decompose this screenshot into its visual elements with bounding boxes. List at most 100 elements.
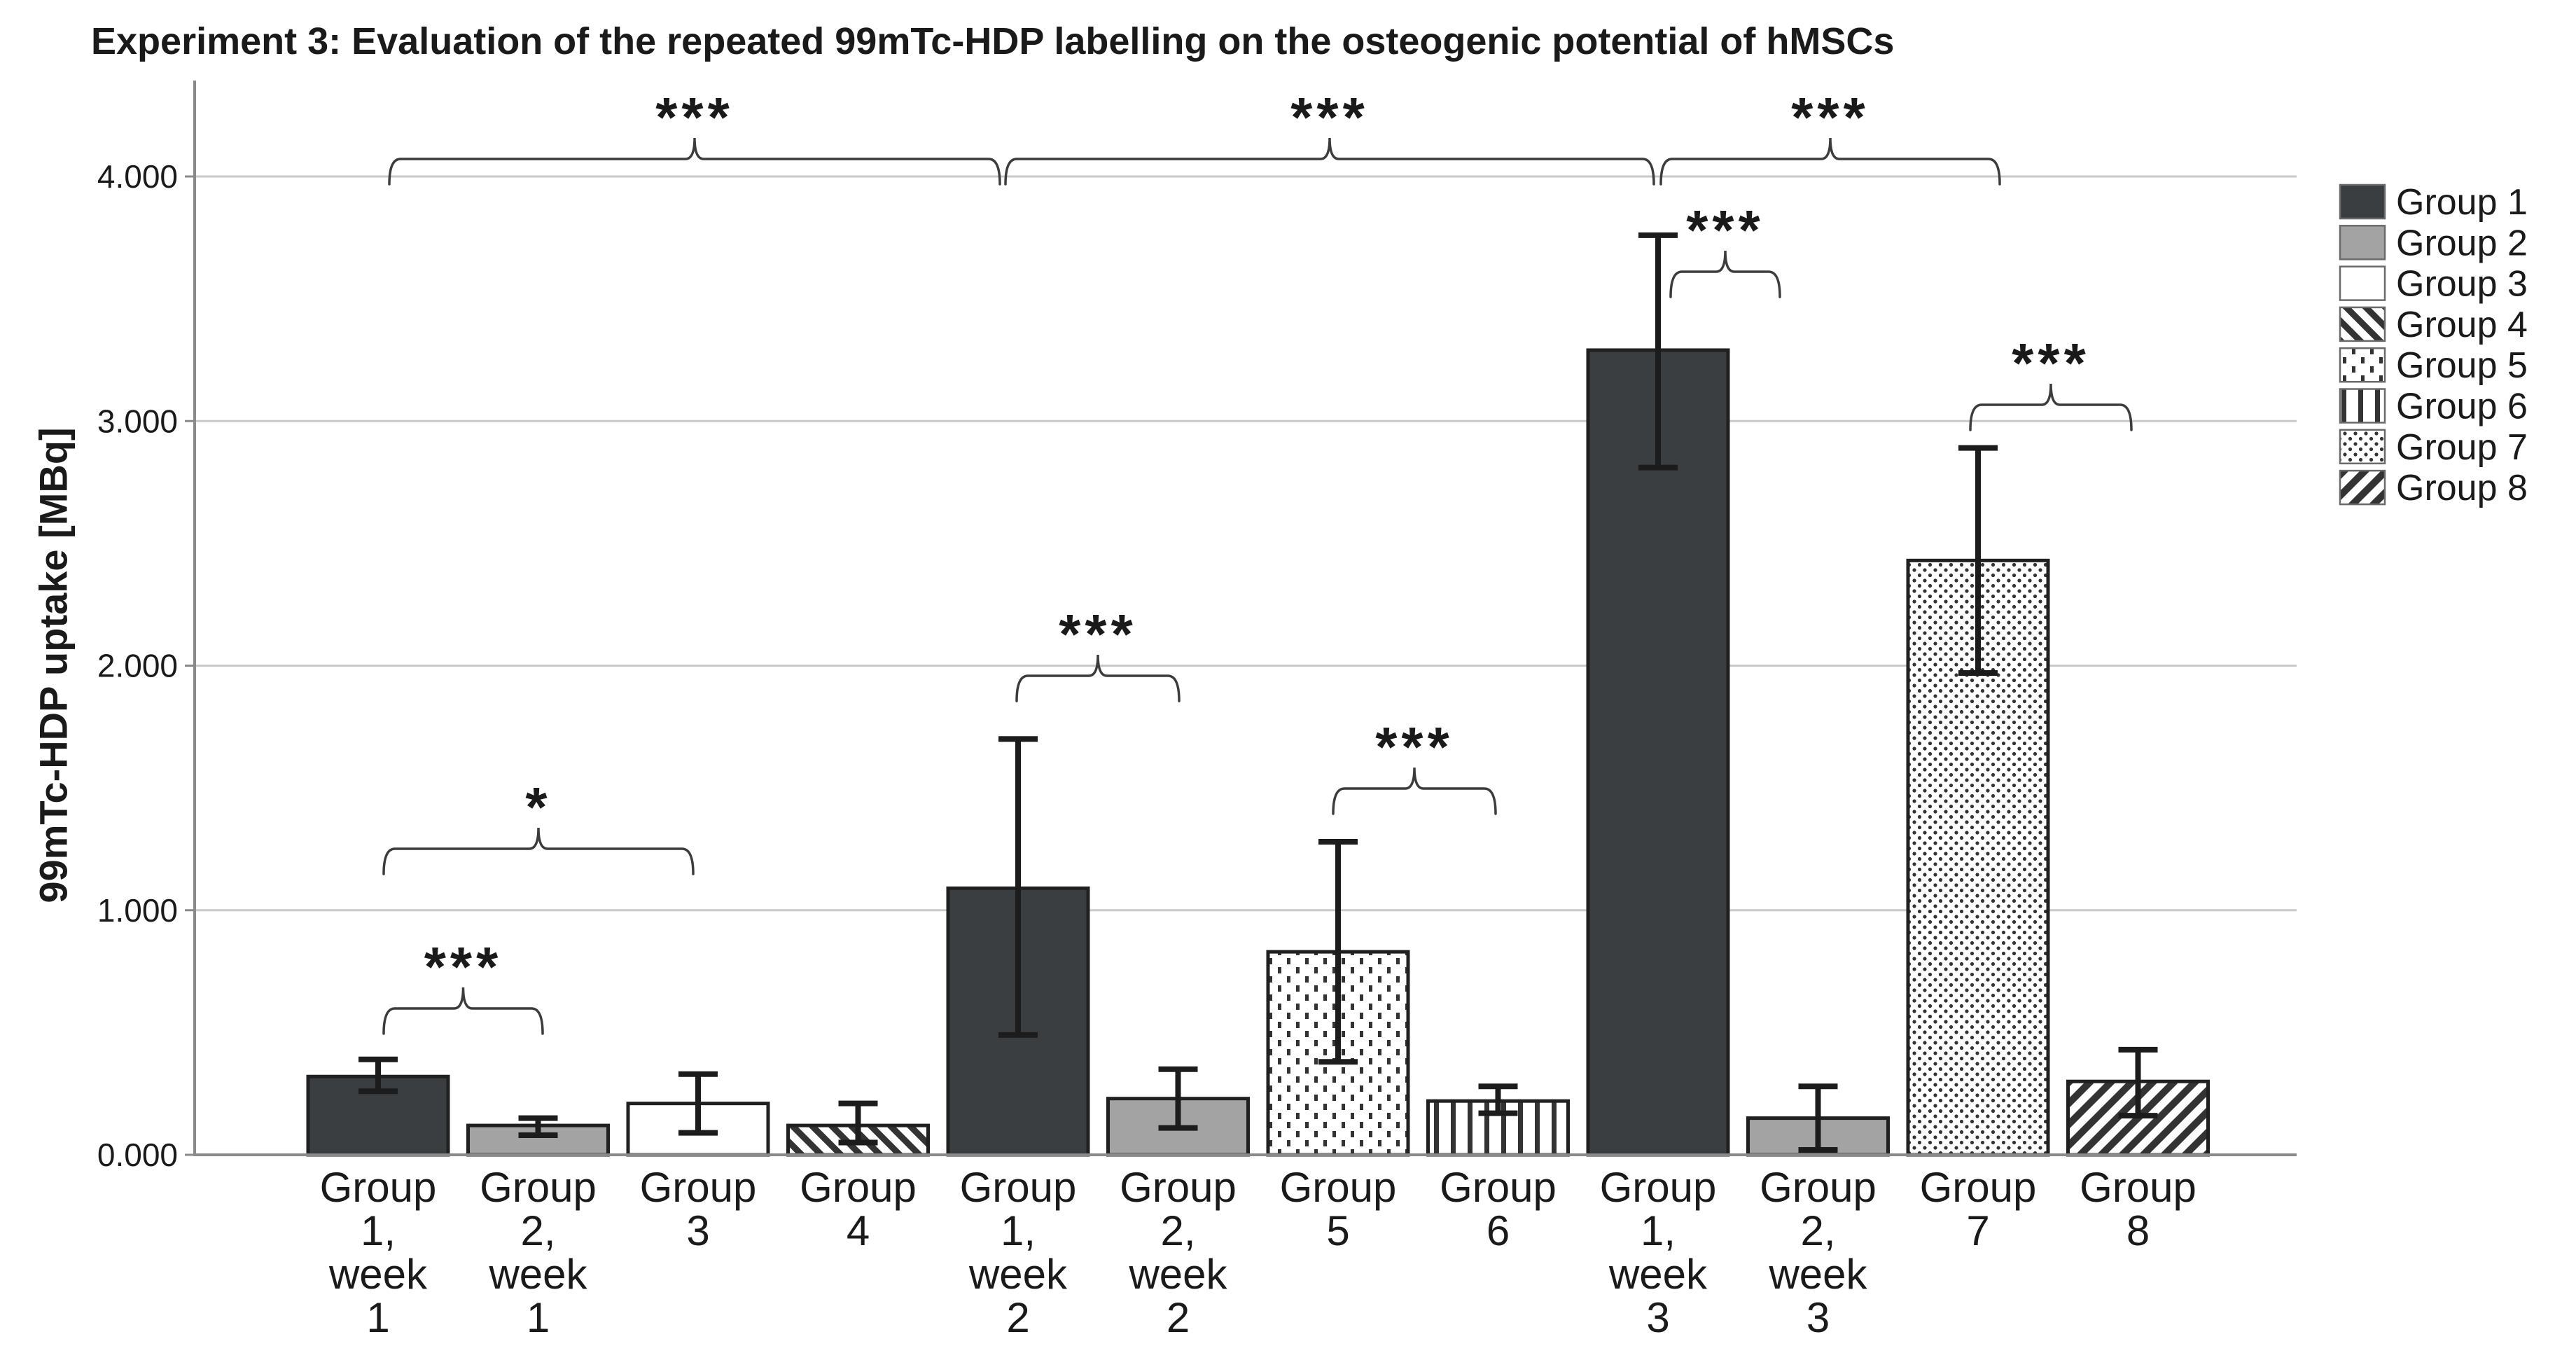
x-label-line: 7 bbox=[1966, 1207, 1989, 1254]
chart-title: Experiment 3: Evaluation of the repeated… bbox=[91, 20, 1895, 62]
x-label-group-3: Group 3 bbox=[640, 1164, 757, 1254]
x-label-line: Group bbox=[1760, 1164, 1877, 1211]
x-label-line: 1, bbox=[1641, 1207, 1676, 1254]
x-label-line: 2, bbox=[1800, 1207, 1835, 1254]
sig-stars: *** bbox=[1290, 86, 1368, 148]
error-bar-group-2-week-2 bbox=[1158, 1066, 1198, 1131]
bracket-path bbox=[1015, 654, 1181, 702]
sig-bracket-group-5--group-6: *** bbox=[1332, 716, 1497, 815]
x-label-line: Group bbox=[1280, 1164, 1397, 1211]
x-label-line: week bbox=[488, 1251, 587, 1298]
x-label-line: 1, bbox=[361, 1207, 396, 1254]
error-bar-group-2-week-3 bbox=[1798, 1083, 1838, 1153]
x-label-line: Group bbox=[1600, 1164, 1717, 1211]
legend-item-group-5: Group 5 bbox=[2339, 345, 2528, 386]
x-label-line: 4 bbox=[847, 1207, 870, 1254]
sig-stars: *** bbox=[1375, 716, 1453, 778]
x-label-group-6: Group 6 bbox=[1440, 1164, 1557, 1254]
y-tick-label-2: 2.000 bbox=[97, 648, 178, 684]
y-tick-label-3: 3.000 bbox=[97, 403, 178, 439]
legend-item-group-7: Group 7 bbox=[2339, 427, 2528, 468]
sig-stars: *** bbox=[655, 86, 733, 148]
legend-swatch-solid-white bbox=[2339, 265, 2386, 301]
y-tick-labels-layer: 0.000 1.000 2.000 3.000 4.000 bbox=[97, 158, 195, 1173]
x-label-group-2-week-2: Group 2, week 2 bbox=[1120, 1164, 1237, 1341]
error-bar-group-1-week-3 bbox=[1638, 232, 1678, 471]
sig-stars: *** bbox=[2012, 332, 2089, 394]
x-label-line: 1 bbox=[366, 1294, 389, 1341]
sig-bracket-group-1-week-2--group-1-week-3: *** bbox=[1004, 86, 1655, 186]
bracket-path bbox=[1332, 767, 1497, 815]
error-bar-group-2-week-1 bbox=[518, 1115, 558, 1139]
bars-layer bbox=[306, 348, 2210, 1157]
x-label-line: 2, bbox=[1160, 1207, 1195, 1254]
legend-swatch-diag-fwd bbox=[2339, 469, 2386, 506]
legend-label: Group 1 bbox=[2396, 182, 2528, 223]
bracket-path bbox=[1669, 250, 1781, 298]
x-label-line: Group bbox=[1920, 1164, 2037, 1211]
legend-label: Group 5 bbox=[2396, 345, 2528, 386]
x-label-group-1-week-1: Group 1, week 1 bbox=[320, 1164, 437, 1341]
bracket-path bbox=[382, 987, 544, 1035]
x-label-line: 3 bbox=[1646, 1294, 1669, 1341]
x-label-line: Group bbox=[800, 1164, 917, 1211]
legend-swatch-solid-dark bbox=[2339, 183, 2386, 220]
x-label-line: Group bbox=[320, 1164, 437, 1211]
x-label-group-4: Group 4 bbox=[800, 1164, 917, 1254]
sig-bracket-group-1-week-3--group-7: *** bbox=[1659, 86, 2001, 186]
sig-stars: *** bbox=[424, 936, 502, 998]
x-label-line: 3 bbox=[686, 1207, 709, 1254]
sig-stars: *** bbox=[1791, 86, 1869, 148]
legend-swatch-dots-dense bbox=[2339, 429, 2386, 465]
bar-group-1-week-3 bbox=[1586, 348, 1730, 1157]
x-label-group-7: Group 7 bbox=[1920, 1164, 2037, 1254]
significance-layer: *** *** ******************* bbox=[382, 86, 2133, 1035]
sig-stars: *** bbox=[1059, 603, 1136, 665]
error-bar-group-1-week-1 bbox=[358, 1056, 398, 1095]
x-label-line: Group bbox=[1440, 1164, 1557, 1211]
legend-swatch-dots-sparse bbox=[2339, 347, 2386, 383]
sig-bracket-group-7--group-8: *** bbox=[1969, 332, 2133, 431]
bracket-path bbox=[1659, 137, 2001, 186]
legend-swatch-solid-gray bbox=[2339, 225, 2386, 261]
x-label-line: 3 bbox=[1806, 1294, 1830, 1341]
x-label-line: week bbox=[1768, 1251, 1867, 1298]
legend-label: Group 8 bbox=[2396, 468, 2528, 508]
x-label-group-1-week-2: Group 1, week 2 bbox=[960, 1164, 1077, 1341]
x-label-line: Group bbox=[640, 1164, 757, 1211]
x-label-line: Group bbox=[2080, 1164, 2196, 1211]
error-bar-group-5 bbox=[1318, 838, 1358, 1065]
x-label-line: week bbox=[968, 1251, 1068, 1298]
bracket-path bbox=[388, 137, 1001, 186]
y-tick-label-1: 1.000 bbox=[97, 892, 178, 929]
x-label-group-8: Group 8 bbox=[2080, 1164, 2196, 1254]
legend-item-group-6: Group 6 bbox=[2339, 387, 2528, 427]
error-bars-layer bbox=[358, 232, 2158, 1153]
legend-label: Group 4 bbox=[2396, 305, 2528, 345]
x-label-line: 1 bbox=[527, 1294, 550, 1341]
sig-stars: * bbox=[525, 776, 551, 838]
legend-label: Group 3 bbox=[2396, 264, 2528, 305]
legend-swatch-diag-back bbox=[2339, 306, 2386, 342]
legend-item-group-2: Group 2 bbox=[2339, 223, 2528, 263]
axes-layer bbox=[193, 81, 2297, 1156]
sig-bracket-group-1-week-1--group-3: * bbox=[382, 776, 695, 875]
y-tick-label-0: 0.000 bbox=[97, 1137, 178, 1173]
bracket-path bbox=[1004, 137, 1655, 186]
legend-swatch-vstripes bbox=[2339, 388, 2386, 424]
bracket-path bbox=[1969, 383, 2133, 431]
x-label-line: Group bbox=[960, 1164, 1077, 1211]
x-label-line: 8 bbox=[2126, 1207, 2150, 1254]
x-label-group-5: Group 5 bbox=[1280, 1164, 1397, 1254]
x-label-group-1-week-3: Group 1, week 3 bbox=[1600, 1164, 1717, 1341]
x-label-line: 1, bbox=[1001, 1207, 1036, 1254]
x-label-line: 5 bbox=[1326, 1207, 1349, 1254]
sig-bracket-group-1-week-1--group-1-week-2: *** bbox=[388, 86, 1001, 186]
error-bar-group-8 bbox=[2118, 1046, 2158, 1119]
legend-item-group-4: Group 4 bbox=[2339, 305, 2528, 345]
x-label-line: 2, bbox=[520, 1207, 555, 1254]
sig-stars: *** bbox=[1686, 199, 1764, 261]
